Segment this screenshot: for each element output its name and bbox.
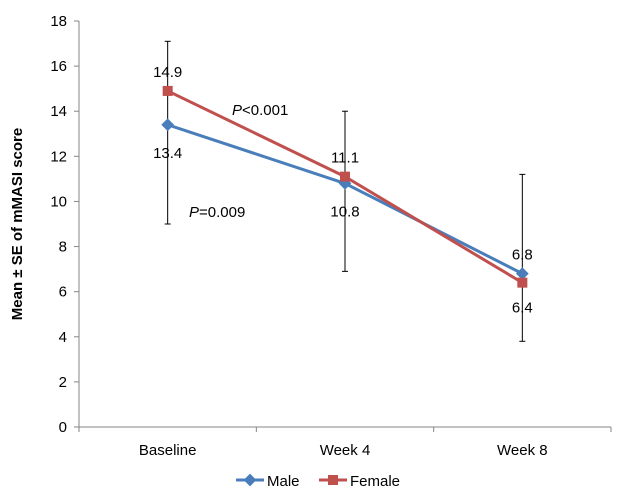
marker-female (162, 85, 173, 96)
x-axis-ticks: Baseline Week 4 Week 8 (78, 427, 612, 459)
data-label-female: 11.1 (331, 150, 359, 167)
marker-male (161, 118, 175, 132)
data-label-male: 10.8 (330, 203, 359, 220)
legend-label-female: Female (350, 473, 400, 490)
legend-item-male: Male (236, 473, 300, 490)
data-label-female: 14.9 (153, 64, 182, 81)
legend-marker-male (243, 473, 257, 487)
y-tick-label: 6 (59, 284, 67, 301)
y-axis-ticks: 0 2 4 6 8 10 12 14 16 18 (50, 13, 79, 436)
legend-marker-female (328, 475, 338, 485)
y-tick-label: 18 (50, 13, 67, 30)
marker-female (517, 277, 528, 288)
y-axis-title: Mean ± SE of mMASI score (9, 128, 26, 320)
legend-label-male: Male (267, 473, 300, 490)
plot-area: 0 2 4 6 8 10 12 14 16 18 Baseline Week 4 Week 8 13.… (50, 13, 612, 459)
data-labels: 13.4 10.8 6.8 14.9 11.1 6.4 (153, 64, 533, 317)
y-tick-label: 2 (59, 374, 67, 391)
series-markers (161, 85, 529, 288)
legend-item-female: Female (319, 473, 400, 490)
data-label-female: 6.4 (512, 300, 533, 317)
data-label-male: 13.4 (153, 145, 182, 162)
x-tick-label: Week 4 (320, 442, 371, 459)
y-tick-label: 16 (50, 58, 67, 75)
y-tick-label: 4 (59, 329, 67, 346)
legend: Male Female (236, 473, 400, 490)
error-bars (164, 40, 526, 342)
annotation-p-value-2: P=0.009 (189, 204, 245, 221)
annotation-p-value-1: P<0.001 (232, 102, 288, 119)
y-tick-label: 12 (50, 148, 67, 165)
y-tick-label: 0 (59, 419, 67, 436)
y-tick-label: 10 (50, 193, 67, 210)
y-tick-label: 8 (59, 239, 67, 256)
x-tick-label: Week 8 (497, 442, 548, 459)
marker-female (340, 171, 350, 182)
data-label-male: 6.8 (512, 247, 533, 264)
y-tick-label: 14 (50, 103, 67, 120)
x-tick-label: Baseline (139, 442, 197, 459)
